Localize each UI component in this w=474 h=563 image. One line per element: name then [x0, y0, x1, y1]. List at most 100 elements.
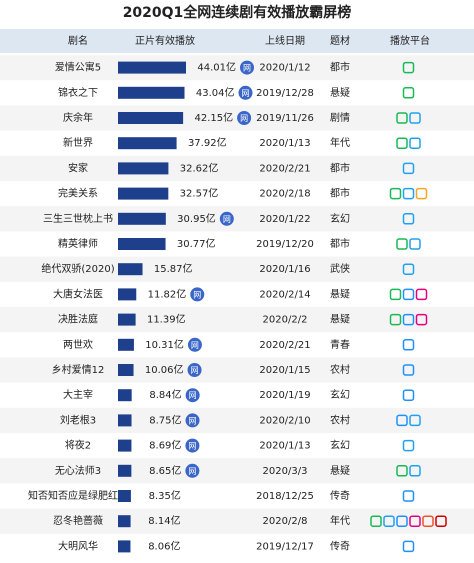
badge: 网 — [189, 391, 197, 400]
platform-icon — [415, 288, 428, 301]
genre: 青春 — [330, 338, 350, 351]
badge: 网 — [240, 114, 248, 123]
genre: 年代 — [330, 136, 350, 149]
platform-icon — [435, 515, 447, 527]
genre: 悬疑 — [330, 465, 350, 477]
platform-icon — [415, 313, 428, 326]
date: 2020/2/8 — [263, 516, 308, 527]
row-bg — [0, 256, 474, 282]
platform-icon — [402, 263, 415, 275]
drama-name: 知否知否应是绿肥红瘦 — [28, 489, 128, 502]
genre: 农村 — [330, 413, 350, 426]
value-label: 11.39亿 — [147, 313, 186, 326]
drama-name: 三生三世枕上书 — [43, 212, 113, 225]
date: 2020/2/2 — [263, 315, 308, 326]
bar — [118, 86, 185, 99]
bar — [118, 515, 131, 528]
genre: 都市 — [330, 237, 350, 250]
drama-name: 决胜法庭 — [58, 313, 98, 326]
drama-name: 庆余年 — [63, 111, 93, 124]
platform-icon — [409, 465, 421, 477]
platform-icon — [409, 515, 421, 527]
date: 2020/3/3 — [263, 466, 308, 477]
value-label: 8.14亿 — [148, 514, 180, 527]
platform-icon — [402, 364, 415, 376]
bar — [118, 61, 186, 74]
platform-icon — [402, 87, 415, 99]
row-bg — [0, 105, 474, 131]
drama-name: 新世界 — [63, 136, 93, 149]
bar — [118, 464, 132, 477]
date: 2019/12/28 — [256, 88, 314, 99]
drama-name: 完美关系 — [58, 187, 98, 200]
genre: 传奇 — [330, 489, 350, 502]
row-bg — [0, 155, 474, 181]
value-label: 30.95亿 — [177, 212, 216, 225]
platform-icon — [389, 288, 402, 301]
badge-circle — [237, 111, 252, 125]
date: 2020/1/15 — [259, 365, 310, 376]
badge-circle — [185, 413, 200, 428]
platform-icon — [396, 414, 408, 427]
badge-circle — [185, 388, 200, 403]
drama-name: 两世欢 — [63, 338, 93, 351]
column-header: 剧名 — [68, 34, 88, 47]
platform-icon — [383, 515, 395, 527]
genre: 年代 — [330, 514, 350, 527]
bar — [118, 313, 136, 326]
bar — [118, 414, 132, 427]
badge-circle — [219, 211, 234, 226]
badge-circle — [185, 463, 200, 478]
badge: 网 — [223, 215, 231, 224]
column-header: 正片有效播放 — [135, 34, 195, 47]
bar — [118, 439, 132, 452]
row-bg — [0, 357, 474, 383]
bar — [118, 389, 132, 402]
platform-icon — [402, 389, 415, 401]
genre: 都市 — [330, 161, 350, 174]
platform-icon — [402, 187, 415, 200]
bar — [118, 212, 166, 225]
value-label: 42.15亿 — [194, 111, 233, 124]
badge: 网 — [188, 442, 196, 451]
drama-name: 安家 — [68, 161, 88, 174]
value-label: 11.82亿 — [148, 287, 187, 300]
column-header: 播放平台 — [390, 34, 430, 47]
row-bg — [0, 508, 474, 534]
platform-icon — [402, 288, 415, 301]
drama-name: 乡村爱情12 — [52, 363, 105, 376]
platform-icon — [409, 414, 421, 427]
badge-circle — [185, 438, 200, 453]
date: 2018/12/25 — [256, 491, 314, 502]
drama-name: 大主宰 — [63, 388, 93, 401]
chart-title: 2020Q1全网连续剧有效播放霸屏榜 — [123, 4, 352, 21]
value-label: 32.57亿 — [180, 187, 219, 200]
badge: 网 — [242, 89, 250, 98]
bar — [118, 112, 184, 124]
platform-icon — [409, 137, 421, 149]
row-bg — [0, 407, 474, 433]
platform-icon — [402, 162, 415, 175]
genre: 剧情 — [330, 111, 350, 124]
date: 2019/11/26 — [256, 113, 314, 124]
bar — [118, 338, 134, 351]
badge-circle — [187, 363, 202, 377]
date: 2020/2/21 — [259, 340, 310, 351]
bar — [118, 490, 131, 502]
platform-icon — [402, 339, 415, 351]
date: 2020/1/13 — [259, 138, 310, 149]
badge-circle — [240, 60, 254, 75]
date: 2020/1/13 — [259, 441, 310, 452]
date: 2020/1/12 — [259, 63, 310, 74]
badge: 网 — [243, 64, 251, 73]
platform-icon — [396, 112, 408, 124]
column-header: 上线日期 — [265, 34, 305, 47]
value-label: 44.01亿 — [197, 61, 236, 74]
drama-name: 将夜2 — [65, 439, 91, 452]
value-label: 8.84亿 — [149, 388, 181, 401]
badge: 网 — [188, 467, 196, 476]
header-bg — [0, 29, 474, 53]
date: 2020/1/16 — [259, 264, 310, 275]
platform-icon — [389, 313, 402, 326]
